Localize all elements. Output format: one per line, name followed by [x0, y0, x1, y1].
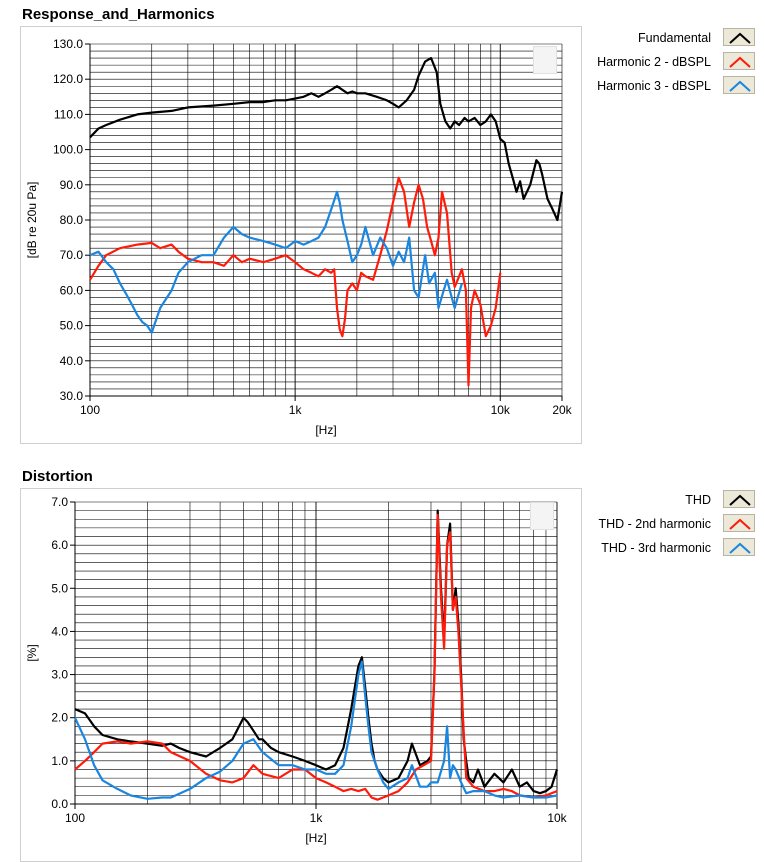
y-tick-label: 60.0 [60, 283, 84, 297]
graph-palette-icon[interactable] [530, 502, 554, 530]
legend-item-harmonic3[interactable]: Harmonic 3 - dBSPL [585, 76, 755, 100]
x-tick-label: 10k [491, 403, 511, 417]
y-tick-label: 70.0 [60, 248, 84, 262]
distortion-panel: Distortion 0.0 1.0 2.0 3.0 4.0 5.0 6.0 7.0 100 1k… [0, 462, 765, 862]
plot-line-swatch-icon[interactable] [723, 28, 755, 46]
legend-label: Harmonic 2 - dBSPL [597, 55, 711, 69]
y-tick-label: 90.0 [60, 178, 84, 192]
x-tick-label: 10k [547, 811, 567, 825]
legend-label: THD - 3rd harmonic [601, 541, 711, 555]
y-tick-label: 30.0 [60, 389, 84, 403]
x-axis-label: [Hz] [315, 423, 336, 437]
response-harmonics-panel: Response_and_Harmonics 30.0 40.0 50.0 60.0 7… [20, 6, 755, 444]
chart-title: Response_and_Harmonics [22, 6, 215, 23]
grid [74, 501, 558, 805]
y-axis-label: [%] [25, 644, 39, 661]
legend-label: Harmonic 3 - dBSPL [597, 79, 711, 93]
y-tick-label: 2.0 [51, 711, 68, 725]
y-tick-label: 120.0 [53, 72, 83, 86]
legend-label: THD [685, 493, 711, 507]
y-tick-label: 1.0 [51, 754, 68, 768]
series-line [74, 660, 558, 800]
x-tick-label: 100 [65, 811, 85, 825]
legend-item-harmonic2[interactable]: Harmonic 2 - dBSPL [585, 52, 755, 76]
series-line [89, 176, 502, 387]
plot-line-swatch-icon[interactable] [723, 76, 755, 94]
plot-frame [20, 26, 582, 444]
plot-line-swatch-icon[interactable] [723, 52, 755, 70]
x-tick-label: 1k [289, 403, 303, 417]
y-tick-label: 4.0 [51, 624, 68, 638]
series-line [89, 56, 564, 222]
y-tick-label: 0.0 [51, 797, 68, 811]
y-tick-label: 7.0 [51, 495, 68, 509]
y-tick-label: 6.0 [51, 538, 68, 552]
y-tick-label: 130.0 [53, 37, 83, 51]
chart-title: Distortion [22, 468, 93, 485]
grid [89, 43, 563, 397]
y-tick-label: 3.0 [51, 668, 68, 682]
x-tick-label: 100 [80, 403, 100, 417]
distortion-chart: 0.0 1.0 2.0 3.0 4.0 5.0 6.0 7.0 100 1k 10k [Hz] [%] [25, 495, 568, 845]
plot-frame [20, 488, 582, 862]
y-tick-label: 40.0 [60, 354, 84, 368]
legend-item-thd-3rd[interactable]: THD - 3rd harmonic [585, 538, 755, 562]
response-chart: 30.0 40.0 50.0 60.0 70.0 80.0 90.0 100.0 110.0 12… [25, 37, 573, 437]
graph-palette-icon[interactable] [533, 46, 557, 74]
plot-line-swatch-icon[interactable] [723, 514, 755, 532]
y-axis-label: [dB re 20u Pa] [25, 182, 39, 259]
x-tick-label: 20k [552, 403, 572, 417]
series-line [89, 190, 463, 334]
x-tick-label: 1k [310, 811, 324, 825]
y-tick-label: 50.0 [60, 319, 84, 333]
y-tick-label: 5.0 [51, 581, 68, 595]
plot-line-swatch-icon[interactable] [723, 538, 755, 556]
y-tick-label: 100.0 [53, 143, 83, 157]
legend-item-fundamental[interactable]: Fundamental [585, 28, 755, 52]
legend-item-thd-2nd[interactable]: THD - 2nd harmonic [585, 514, 755, 538]
y-tick-label: 80.0 [60, 213, 84, 227]
series-line [74, 513, 558, 801]
legend-label: THD - 2nd harmonic [598, 517, 711, 531]
y-tick-label: 110.0 [54, 107, 83, 121]
plot-line-swatch-icon[interactable] [723, 490, 755, 508]
legend-item-thd[interactable]: THD [585, 490, 755, 514]
legend: THD THD - 2nd harmonic THD - 3rd harmoni… [585, 490, 755, 562]
legend-label: Fundamental [638, 31, 711, 45]
legend: Fundamental Harmonic 2 - dBSPL Harmonic … [585, 28, 755, 100]
x-axis-label: [Hz] [305, 831, 326, 845]
